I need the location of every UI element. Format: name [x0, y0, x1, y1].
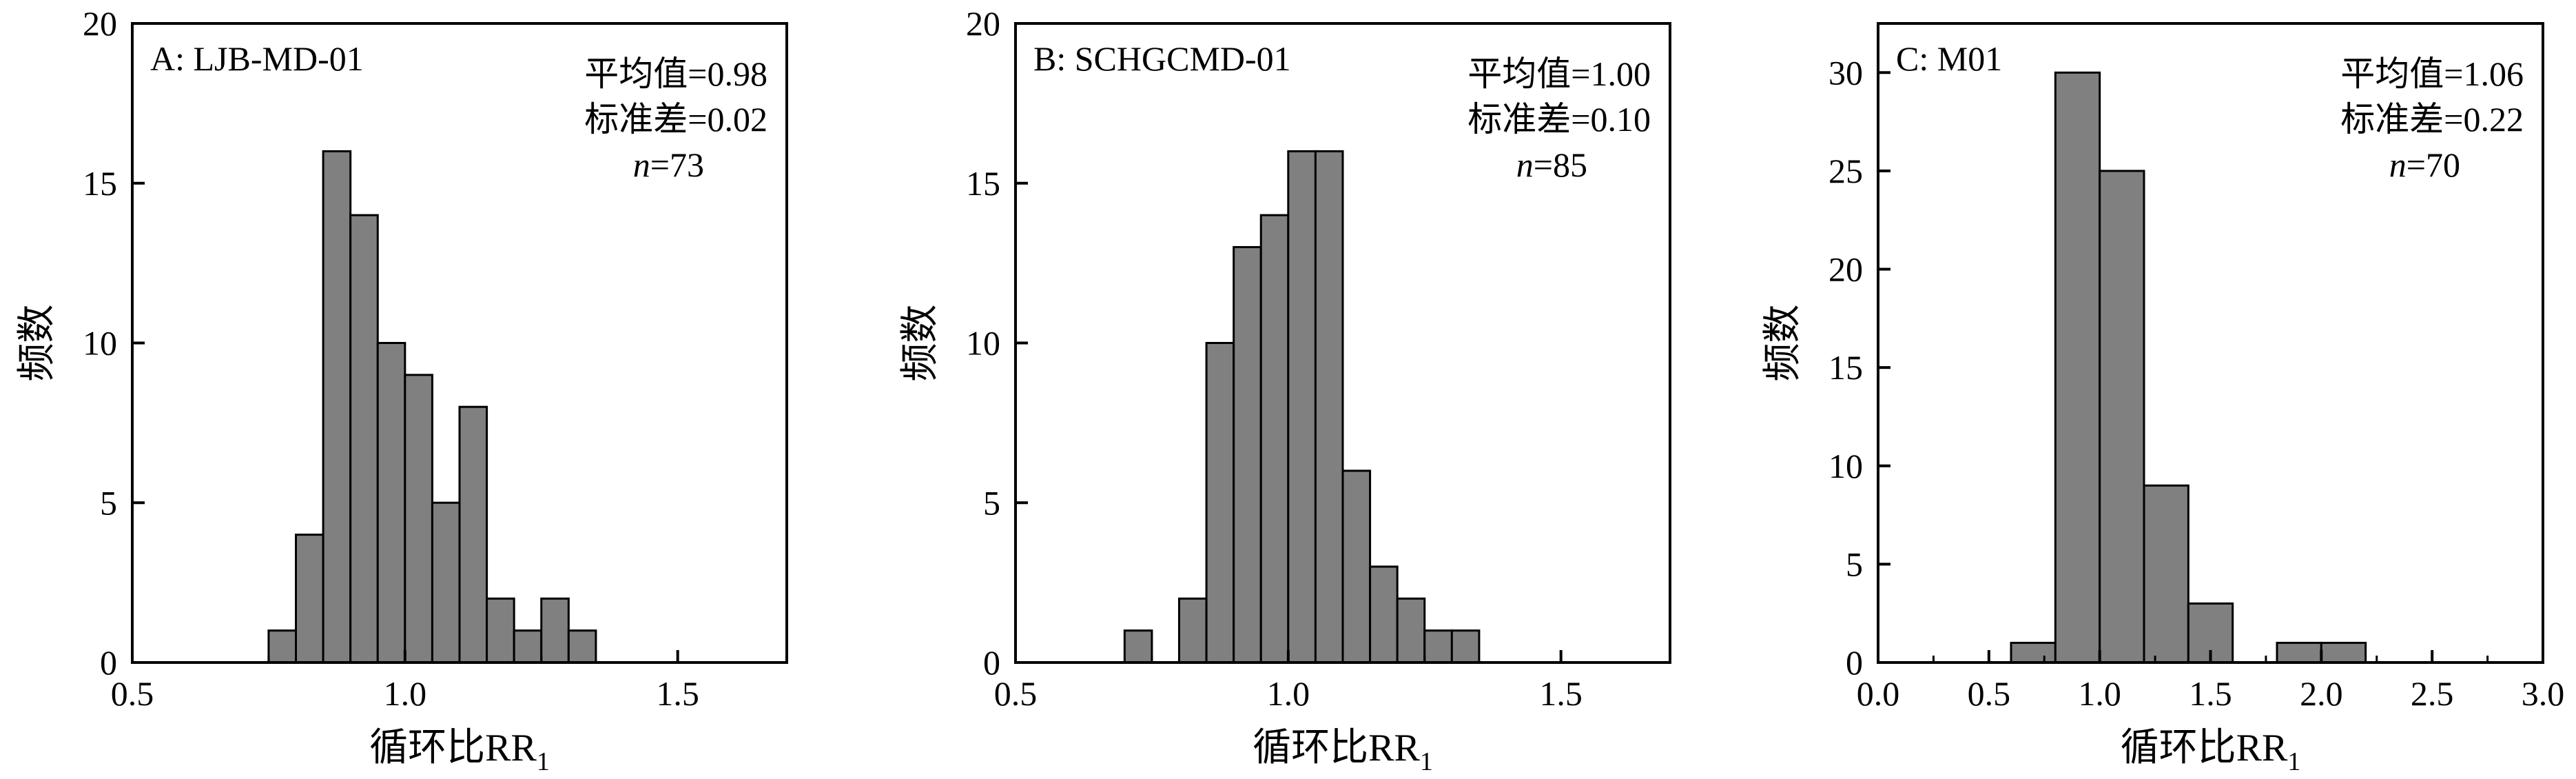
histogram-bar: [2099, 170, 2145, 664]
y-tick-label: 10: [83, 324, 117, 363]
stats-line: 平均值=1.06: [2340, 54, 2524, 93]
y-tick-label: 10: [966, 324, 1000, 363]
histogram-bar: [295, 534, 324, 664]
histogram-bar: [513, 629, 543, 664]
histogram-bar: [2276, 641, 2322, 664]
histogram-bar: [1341, 469, 1372, 664]
histogram-bar: [1287, 150, 1317, 664]
histogram-bar: [2010, 641, 2057, 664]
histogram-bar: [267, 629, 297, 664]
stats-line: 标准差=0.02: [584, 100, 767, 139]
stats-line: 标准差=0.10: [1467, 100, 1651, 139]
histogram-bar: [1259, 214, 1290, 664]
x-tick-label: 0.5: [1968, 674, 2011, 713]
x-tick-label: 0.0: [1857, 674, 1900, 713]
histogram-bar: [1314, 150, 1344, 664]
x-tick-label: 1.0: [384, 674, 427, 713]
y-tick-label: 25: [1828, 152, 1863, 190]
histogram-bar: [376, 342, 406, 664]
y-axis-label: 频数: [1762, 305, 1804, 382]
y-tick-label: 20: [1828, 250, 1863, 289]
panel-label: B: SCHGCMD-01: [1033, 39, 1291, 78]
panel-label: C: M01: [1896, 39, 2002, 78]
x-tick-label: 3.0: [2522, 674, 2565, 713]
x-tick-label: 2.5: [2411, 674, 2454, 713]
histogram-bar: [486, 597, 515, 664]
histogram-bar: [1369, 565, 1399, 664]
y-tick-label: 5: [100, 483, 117, 522]
histogram-bar: [1396, 597, 1426, 664]
sample-size-label: n=70: [2389, 145, 2460, 184]
histogram-bar: [1450, 629, 1481, 664]
y-tick-label: 15: [966, 164, 1000, 203]
y-tick-label: 5: [1846, 545, 1863, 583]
histogram-bar: [567, 629, 597, 664]
y-tick-label: 15: [1828, 348, 1863, 387]
histogram-bar: [1233, 245, 1262, 664]
x-tick-label: 1.5: [1539, 674, 1583, 713]
histogram-bar: [2054, 71, 2101, 664]
x-tick-label: 1.0: [2078, 674, 2121, 713]
histogram-panel-1: 0.5 1.0 1.5 0 5 10 15 20 循环比RR1 频数 B: SCHGCMD-01 平均…: [899, 4, 1671, 776]
y-axis-label: 频数: [899, 305, 942, 382]
histogram-bar: [1178, 597, 1208, 664]
panel-label: A: LJB-MD-01: [150, 39, 364, 78]
x-tick-label: 2.0: [2300, 674, 2343, 713]
x-tick-label: 1.5: [2189, 674, 2232, 713]
x-tick-label: 0.5: [994, 674, 1038, 713]
histogram-panel-0: 0.5 1.0 1.5 0 5 10 15 20 循环比RR1 频数 A: LJB-MD-01 平均值…: [16, 4, 788, 776]
histogram-bar: [349, 214, 379, 664]
x-axis-label: 循环比RR1: [1253, 727, 1433, 776]
stats-line: 平均值=0.98: [584, 54, 767, 93]
sample-size-label: n=73: [633, 145, 704, 184]
histogram-panel-2: 0.0 0.5 1.0 1.5 2.0 2.5 3.0 0 5 10 15 20 25 30 循环比RR1 频…: [1762, 22, 2565, 776]
x-tick-label: 0.5: [111, 674, 154, 713]
histogram-bar: [404, 374, 433, 664]
x-tick-label: 1.0: [1267, 674, 1310, 713]
y-tick-label: 0: [100, 643, 117, 682]
histogram-bar: [540, 597, 570, 664]
y-tick-label: 5: [983, 483, 1000, 522]
y-tick-label: 15: [83, 164, 117, 203]
histogram-bar: [1205, 342, 1235, 664]
stats-line: 标准差=0.22: [2340, 100, 2524, 139]
y-tick-label: 20: [966, 4, 1000, 43]
histogram-bar: [322, 150, 352, 664]
x-axis-label: 循环比RR1: [369, 727, 550, 776]
histogram-bar: [458, 405, 488, 664]
y-tick-label: 20: [83, 4, 117, 43]
histogram-bar: [2320, 641, 2367, 664]
stats-line: 平均值=1.00: [1467, 54, 1651, 93]
x-axis-label: 循环比RR1: [2121, 727, 2301, 776]
y-tick-label: 0: [1846, 643, 1863, 682]
y-tick-label: 10: [1828, 447, 1863, 485]
x-tick-label: 1.5: [656, 674, 699, 713]
sample-size-label: n=85: [1516, 145, 1587, 184]
histogram-bar: [2143, 484, 2189, 664]
y-tick-label: 0: [983, 643, 1000, 682]
y-tick-label: 30: [1828, 53, 1863, 92]
histogram-bar: [431, 501, 461, 664]
y-axis-label: 频数: [16, 305, 59, 382]
histogram-bar: [1423, 629, 1453, 664]
histogram-bar: [1123, 629, 1153, 664]
